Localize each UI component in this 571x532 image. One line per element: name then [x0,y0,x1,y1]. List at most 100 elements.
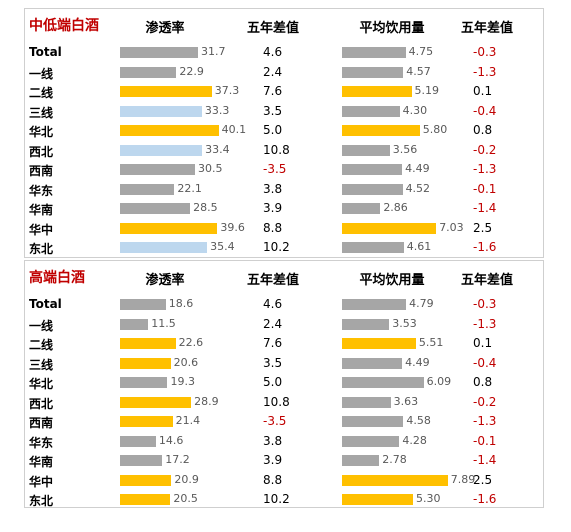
table-row: 西南 21.4 -3.5 4.58 -1.3 [25,412,543,431]
row-label: 一线 [29,318,54,333]
five-year-diff-value: -0.3 [473,45,497,59]
penetration-bar [120,144,203,156]
penetration-value-label: 22.1 [177,181,202,195]
penetration-value-label: 20.9 [174,472,199,486]
consumption-value-label: 2.86 [383,201,408,214]
row-label: 华中 [29,222,54,237]
consumption-bar [342,494,414,505]
row-label: 二线 [29,86,54,100]
penetration-bar [120,396,192,408]
table-row: 一线 11.5 2.4 3.53 -1.3 [25,315,543,334]
table-row: 华中 39.6 8.8 7.03 2.5 [25,219,543,238]
penetration-value-label: 33.3 [204,103,230,117]
penetration-bar [120,242,208,253]
penetration-value-label: 40.1 [221,123,247,136]
header-avg-consumption: 平均饮用量 [359,273,425,288]
consumption-bar [342,357,403,369]
five-year-diff-value: 7.6 [263,336,283,350]
penetration-bar [120,474,172,486]
consumption-value-label: 6.09 [426,375,452,388]
consumption-bar [342,396,391,408]
five-year-diff-value: 3.5 [263,103,283,118]
table-row: 西北 33.4 10.8 3.56 -0.2 [25,141,543,160]
consumption-bar [342,183,403,195]
consumption-value-label: 4.30 [402,103,428,117]
consumption-bar [342,242,404,253]
penetration-value-label: 22.6 [178,336,204,349]
consumption-bar [342,47,406,58]
table-row: 西南 30.5 -3.5 4.49 -1.3 [25,160,543,179]
penetration-bar [120,299,166,310]
five-year-diff-value: 3.9 [263,201,283,215]
consumption-value-label: 3.63 [393,394,419,408]
consumption-value-label: 5.30 [416,492,441,505]
five-year-diff-value: -1.3 [473,162,497,176]
header-five-year-diff-1: 五年差值 [246,21,299,36]
five-year-diff-value: 0.8 [473,123,493,137]
penetration-bar [120,203,191,214]
table-row: 华中 20.9 8.8 7.89 2.5 [25,471,543,490]
penetration-bar [120,435,156,447]
consumption-value-label: 4.49 [405,162,430,175]
consumption-value-label: 7.89 [450,472,476,486]
consumption-value-label: 4.28 [402,433,427,447]
row-label: 华南 [29,455,54,469]
penetration-bar [120,416,173,427]
five-year-diff-value: 2.5 [473,472,493,487]
consumption-value-label: 4.61 [406,240,432,253]
five-year-diff-value: 3.9 [263,453,283,467]
consumption-bar [342,164,403,175]
five-year-diff-value: 0.8 [473,375,493,389]
consumption-value-label: 5.80 [422,123,448,136]
header-penetration: 渗透率 [145,21,185,36]
five-year-diff-value: -0.3 [473,297,497,311]
penetration-bar [120,338,176,349]
five-year-diff-value: 5.0 [263,375,283,389]
table-row: 三线 20.6 3.5 4.49 -0.4 [25,354,543,373]
penetration-value-label: 14.6 [158,433,184,447]
table-row: 二线 22.6 7.6 5.51 0.1 [25,334,543,353]
five-year-diff-value: 4.6 [263,297,283,311]
row-label: 东北 [29,494,54,508]
penetration-value-label: 39.6 [220,220,245,234]
table-row: 东北 35.4 10.2 4.61 -1.6 [25,238,543,257]
row-label: 三线 [29,357,54,372]
five-year-diff-value: 3.5 [263,355,283,370]
penetration-value-label: 20.6 [173,355,199,369]
consumption-value-label: 5.51 [418,336,444,349]
row-label: 华中 [29,474,54,489]
five-year-diff-value: -3.5 [263,162,287,176]
row-label: 华东 [29,183,54,198]
five-year-diff-value: -1.3 [473,64,497,79]
five-year-diff-value: -0.2 [473,142,497,157]
five-year-diff-value: 10.2 [263,240,290,254]
penetration-value-label: 37.3 [214,84,240,97]
five-year-diff-value: 4.6 [263,45,283,59]
consumption-value-label: 3.53 [392,316,417,330]
five-year-diff-value: 10.8 [263,394,290,409]
five-year-diff-value: -0.4 [473,355,497,370]
consumption-value-label: 2.78 [382,453,407,466]
row-label: Total [29,297,62,311]
penetration-bar [120,125,219,136]
penetration-value-label: 19.3 [170,375,195,388]
penetration-bar [120,377,168,388]
five-year-diff-value: -1.3 [473,414,497,428]
penetration-value-label: 33.4 [205,142,230,156]
consumption-bar [342,299,407,310]
five-year-diff-value: -0.1 [473,433,497,448]
five-year-diff-value: 0.1 [473,336,493,350]
penetration-bar [120,455,163,466]
row-label: 西北 [29,144,54,159]
five-year-diff-value: -1.4 [473,201,497,215]
five-year-diff-value: -1.4 [473,453,497,467]
five-year-diff-value: -0.2 [473,394,497,409]
penetration-bar [120,183,175,195]
panel-mid-low-end-baijiu: 中低端白酒 渗透率 五年差值 平均饮用量 五年差值 Total 31.7 4.6 4.… [24,8,544,258]
table-row: 华北 40.1 5.0 5.80 0.8 [25,121,543,140]
five-year-diff-value: 7.6 [263,84,283,98]
five-year-diff-value: 10.2 [263,492,290,506]
header-penetration: 渗透率 [145,273,185,288]
five-year-diff-value: 8.8 [263,220,283,235]
row-label: 华北 [29,377,54,391]
